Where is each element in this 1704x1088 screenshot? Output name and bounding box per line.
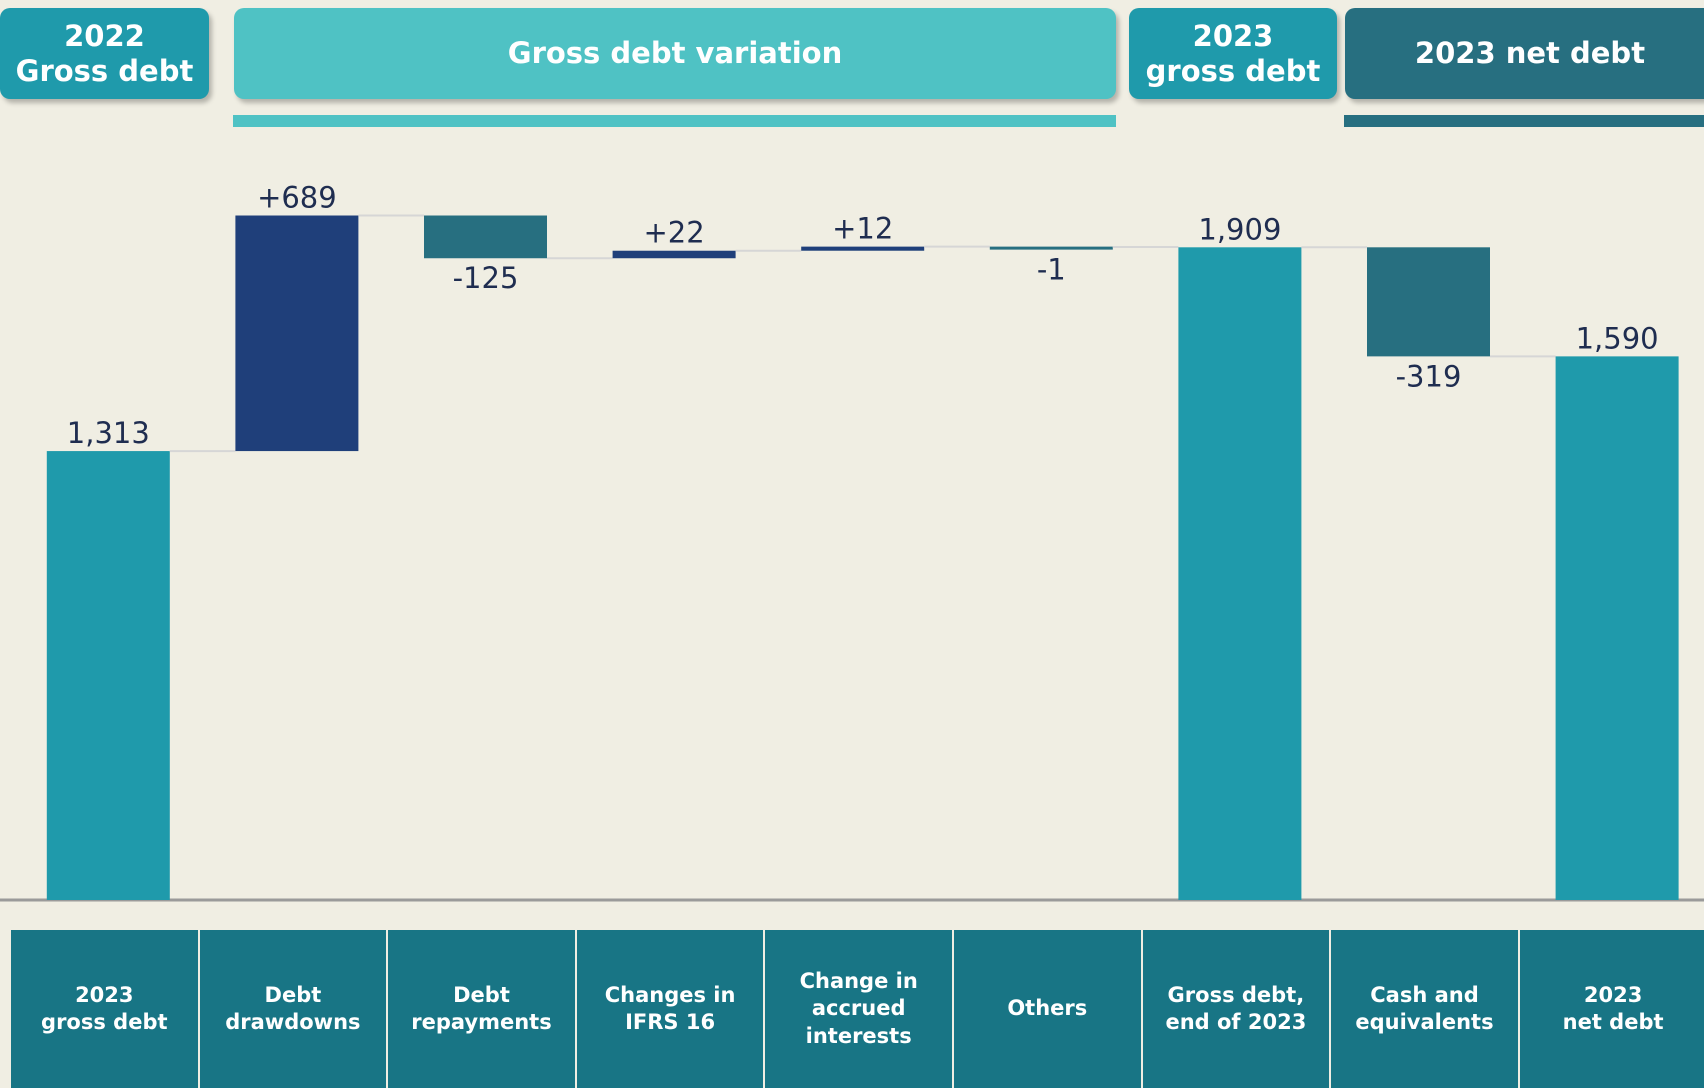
- bar: [1555, 356, 1679, 900]
- bar: [801, 246, 925, 251]
- value-label: +22: [643, 216, 704, 250]
- header-underline: [1344, 115, 1704, 127]
- header-underline: [233, 115, 1116, 127]
- category-label: 2023 gross debt: [11, 930, 198, 1088]
- bar: [1178, 247, 1302, 900]
- value-label: -319: [1396, 359, 1462, 393]
- value-label: 1,313: [67, 416, 150, 450]
- header: 2023 gross debt: [1129, 8, 1337, 99]
- value-label: -125: [453, 261, 519, 295]
- category-label: Cash and equivalents: [1331, 930, 1518, 1088]
- value-label: +12: [832, 212, 893, 246]
- value-label: +689: [257, 181, 337, 215]
- category-label: Debt drawdowns: [199, 930, 387, 1088]
- category-label: Changes in IFRS 16: [576, 930, 764, 1088]
- category-label: Gross debt, end of 2023: [1142, 930, 1330, 1088]
- header: Gross debt variation: [234, 8, 1116, 99]
- bar: [235, 215, 359, 452]
- value-label: 1,909: [1198, 212, 1281, 246]
- header: 2023 net debt: [1345, 8, 1704, 99]
- bar: [612, 250, 736, 259]
- bar: [424, 215, 547, 259]
- header: 2022 Gross debt: [0, 8, 209, 99]
- category-label: 2023 net debt: [1519, 930, 1704, 1088]
- value-label: -1: [1037, 253, 1066, 287]
- value-label: 1,590: [1576, 321, 1659, 355]
- category-label: Change in accrued interests: [765, 930, 952, 1088]
- bar: [989, 246, 1113, 250]
- bar: [46, 451, 170, 900]
- bar: [1367, 247, 1490, 357]
- category-label: Others: [954, 930, 1141, 1088]
- category-label: Debt repayments: [388, 930, 575, 1088]
